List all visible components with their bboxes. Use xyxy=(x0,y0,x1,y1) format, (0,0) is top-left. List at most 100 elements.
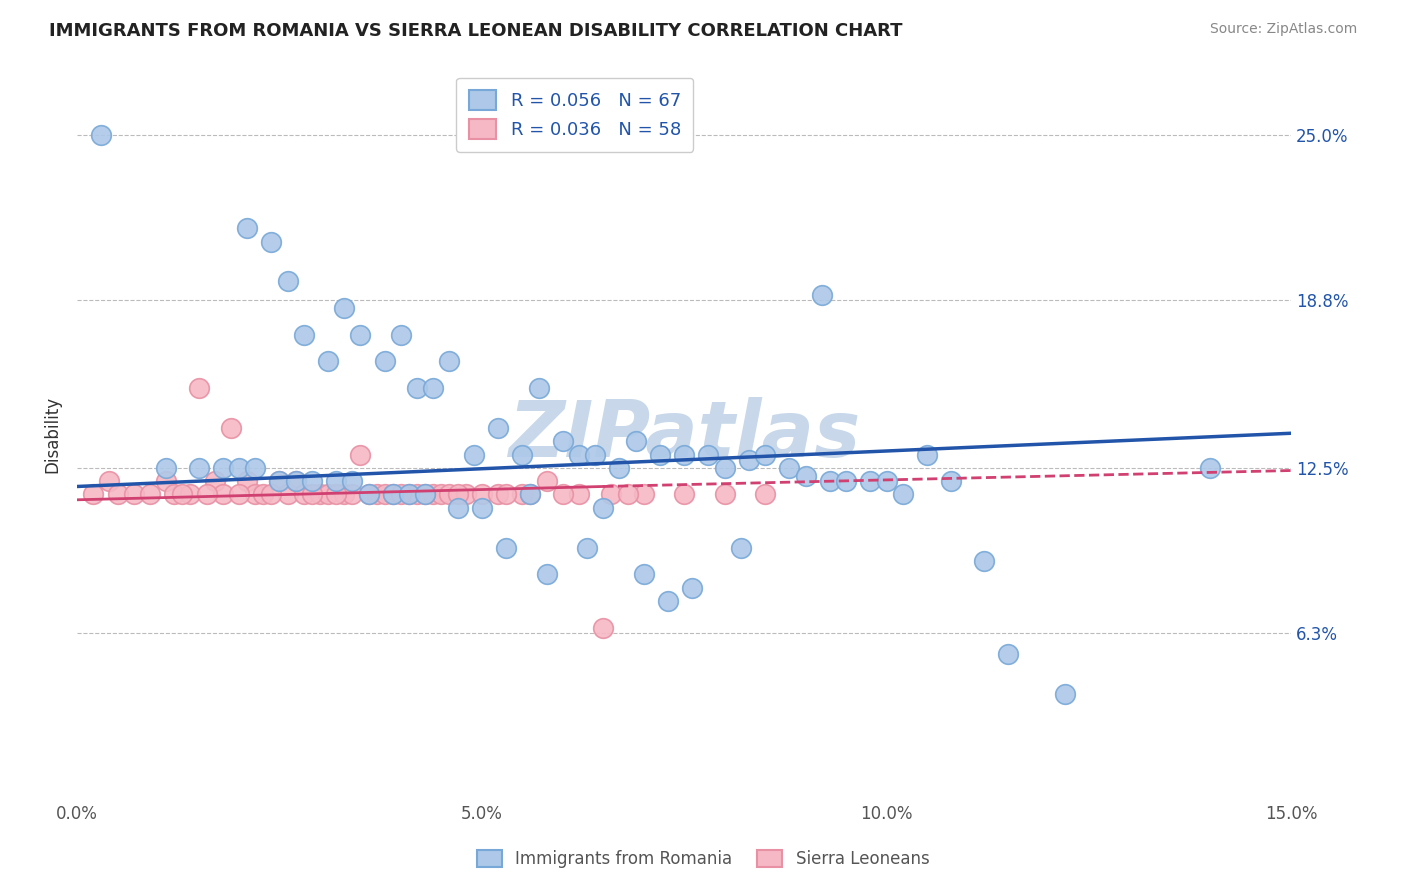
Point xyxy=(536,474,558,488)
Point xyxy=(301,487,323,501)
Point xyxy=(673,448,696,462)
Point xyxy=(309,487,332,501)
Point xyxy=(243,460,266,475)
Point xyxy=(269,474,291,488)
Point xyxy=(794,468,817,483)
Point xyxy=(697,448,720,462)
Point xyxy=(389,327,412,342)
Point xyxy=(835,474,858,488)
Point xyxy=(398,487,420,501)
Point xyxy=(818,474,841,488)
Point xyxy=(357,487,380,501)
Point xyxy=(252,487,274,501)
Point xyxy=(139,487,162,501)
Point xyxy=(204,474,226,488)
Point xyxy=(236,221,259,235)
Point xyxy=(243,487,266,501)
Point xyxy=(510,487,533,501)
Point xyxy=(592,621,614,635)
Point xyxy=(422,381,444,395)
Point xyxy=(301,474,323,488)
Point xyxy=(592,500,614,515)
Point xyxy=(316,487,339,501)
Point xyxy=(876,474,898,488)
Point xyxy=(778,460,800,475)
Point xyxy=(260,235,283,249)
Point xyxy=(657,594,679,608)
Text: ZIPatlas: ZIPatlas xyxy=(508,397,860,473)
Point xyxy=(179,487,201,501)
Point xyxy=(122,487,145,501)
Point xyxy=(374,487,396,501)
Point xyxy=(422,487,444,501)
Point xyxy=(1199,460,1222,475)
Point xyxy=(366,487,388,501)
Point xyxy=(681,581,703,595)
Point xyxy=(325,474,347,488)
Point xyxy=(439,354,461,368)
Point xyxy=(292,487,315,501)
Point xyxy=(486,421,509,435)
Point xyxy=(236,474,259,488)
Point xyxy=(381,487,404,501)
Point xyxy=(633,487,655,501)
Point xyxy=(648,448,671,462)
Point xyxy=(609,460,631,475)
Point xyxy=(374,354,396,368)
Point xyxy=(941,474,963,488)
Point xyxy=(446,487,468,501)
Point xyxy=(891,487,914,501)
Point xyxy=(107,487,129,501)
Point xyxy=(454,487,477,501)
Point xyxy=(277,275,299,289)
Point xyxy=(398,487,420,501)
Point xyxy=(172,487,194,501)
Point xyxy=(738,453,761,467)
Text: Source: ZipAtlas.com: Source: ZipAtlas.com xyxy=(1209,22,1357,37)
Point xyxy=(211,487,233,501)
Point xyxy=(357,487,380,501)
Point xyxy=(673,487,696,501)
Point xyxy=(519,487,541,501)
Point xyxy=(568,448,591,462)
Point xyxy=(754,487,776,501)
Point xyxy=(90,128,112,142)
Point xyxy=(915,448,938,462)
Point xyxy=(292,327,315,342)
Point xyxy=(187,381,209,395)
Point xyxy=(269,474,291,488)
Point xyxy=(551,434,574,449)
Point xyxy=(713,460,735,475)
Point xyxy=(406,487,429,501)
Point xyxy=(536,567,558,582)
Point xyxy=(486,487,509,501)
Point xyxy=(342,474,364,488)
Point xyxy=(187,460,209,475)
Point xyxy=(98,474,121,488)
Point xyxy=(624,434,647,449)
Point xyxy=(228,460,250,475)
Point xyxy=(155,474,177,488)
Point xyxy=(616,487,638,501)
Text: IMMIGRANTS FROM ROMANIA VS SIERRA LEONEAN DISABILITY CORRELATION CHART: IMMIGRANTS FROM ROMANIA VS SIERRA LEONEA… xyxy=(49,22,903,40)
Point xyxy=(316,354,339,368)
Point xyxy=(211,460,233,475)
Point xyxy=(195,487,218,501)
Point xyxy=(551,487,574,501)
Point xyxy=(576,541,599,555)
Point xyxy=(510,448,533,462)
Point xyxy=(997,647,1019,661)
Point xyxy=(333,301,356,315)
Point xyxy=(277,487,299,501)
Point xyxy=(349,448,371,462)
Point xyxy=(430,487,453,501)
Point xyxy=(333,487,356,501)
Point xyxy=(754,448,776,462)
Point xyxy=(471,500,494,515)
Point xyxy=(568,487,591,501)
Point xyxy=(859,474,882,488)
Point xyxy=(284,474,307,488)
Point xyxy=(730,541,752,555)
Y-axis label: Disability: Disability xyxy=(44,396,60,473)
Point xyxy=(219,421,242,435)
